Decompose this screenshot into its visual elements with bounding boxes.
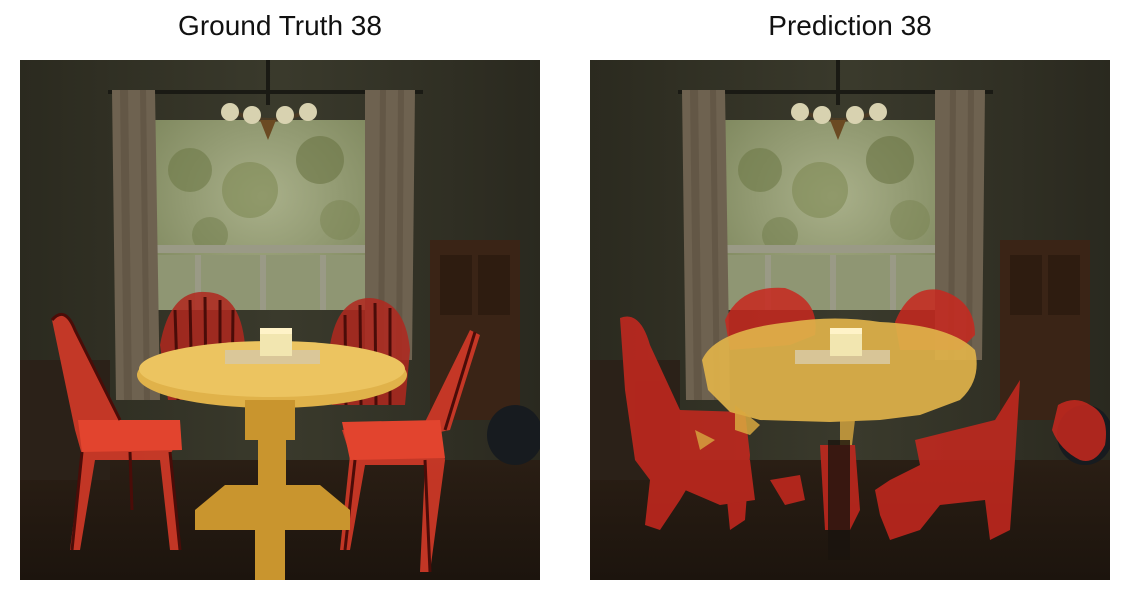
curtain-rod bbox=[108, 90, 423, 94]
table-pedestal bbox=[828, 440, 850, 560]
chandelier bbox=[221, 60, 317, 140]
centerpiece bbox=[795, 328, 890, 364]
left-panel-title: Ground Truth 38 bbox=[178, 10, 382, 41]
table-mask bbox=[137, 341, 407, 580]
curtains bbox=[682, 90, 985, 400]
curtains bbox=[112, 90, 415, 400]
chair-mask-front-left bbox=[50, 312, 182, 551]
right-panel-title: Prediction 38 bbox=[768, 10, 932, 41]
curtain-rod bbox=[678, 90, 993, 94]
chair-mask-front-right bbox=[340, 330, 480, 573]
pred-chair-mask-pouf bbox=[1052, 400, 1106, 461]
pred-table-mask bbox=[695, 318, 977, 450]
centerpiece bbox=[225, 328, 320, 364]
chandelier bbox=[791, 60, 887, 140]
prediction-image bbox=[590, 60, 1110, 580]
pouf bbox=[487, 405, 540, 465]
pred-chair-mask-front-left bbox=[620, 316, 755, 530]
window bbox=[155, 120, 370, 310]
ground-truth-image bbox=[20, 60, 540, 580]
window bbox=[725, 120, 940, 310]
